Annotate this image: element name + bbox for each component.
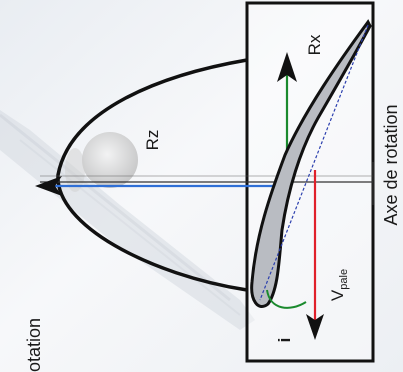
rotation-partial-label: otation	[24, 318, 44, 372]
incidence-label: i	[275, 338, 294, 343]
blade-airfoil	[250, 19, 372, 308]
rx-label: Rx	[305, 34, 324, 55]
chord-line	[259, 24, 369, 301]
incidence-arc	[266, 289, 307, 309]
background-hub	[82, 132, 138, 188]
background-hub-ring	[65, 148, 85, 192]
rotation-axis-label: Axe de rotation	[381, 104, 401, 225]
background-blade-shadow	[0, 110, 255, 330]
rz-label: Rz	[143, 130, 162, 151]
rz-curve	[56, 58, 248, 292]
drag-arrow-icon	[35, 176, 287, 196]
velocity-label-v: V	[328, 289, 347, 301]
velocity-label: Vpale	[328, 269, 350, 301]
velocity-label-sub: pale	[338, 269, 350, 290]
velocity-arrow-icon	[306, 170, 324, 340]
